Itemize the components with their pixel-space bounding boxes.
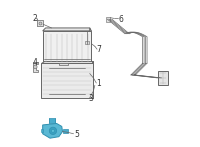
Text: 1: 1 [96, 78, 101, 88]
Circle shape [39, 22, 42, 25]
Polygon shape [43, 28, 91, 31]
Bar [59, 63, 68, 65]
Polygon shape [33, 62, 38, 72]
Bar [106, 17, 110, 22]
FancyBboxPatch shape [158, 71, 168, 85]
Bar [43, 31, 91, 65]
Text: 3: 3 [88, 94, 93, 103]
Text: 6: 6 [118, 15, 123, 24]
Text: 5: 5 [75, 130, 80, 139]
Bar [41, 63, 93, 98]
Polygon shape [92, 61, 93, 98]
Circle shape [34, 65, 37, 69]
Bar [41, 129, 43, 132]
Circle shape [51, 129, 54, 132]
Circle shape [49, 127, 57, 135]
FancyBboxPatch shape [37, 20, 44, 27]
Bar [85, 41, 89, 44]
Text: 4: 4 [32, 58, 37, 67]
Polygon shape [43, 123, 63, 138]
Text: 2: 2 [32, 14, 37, 23]
Text: 7: 7 [97, 45, 102, 54]
Polygon shape [41, 61, 93, 63]
Bar [63, 129, 68, 133]
Polygon shape [90, 28, 91, 65]
Bar [49, 118, 55, 123]
